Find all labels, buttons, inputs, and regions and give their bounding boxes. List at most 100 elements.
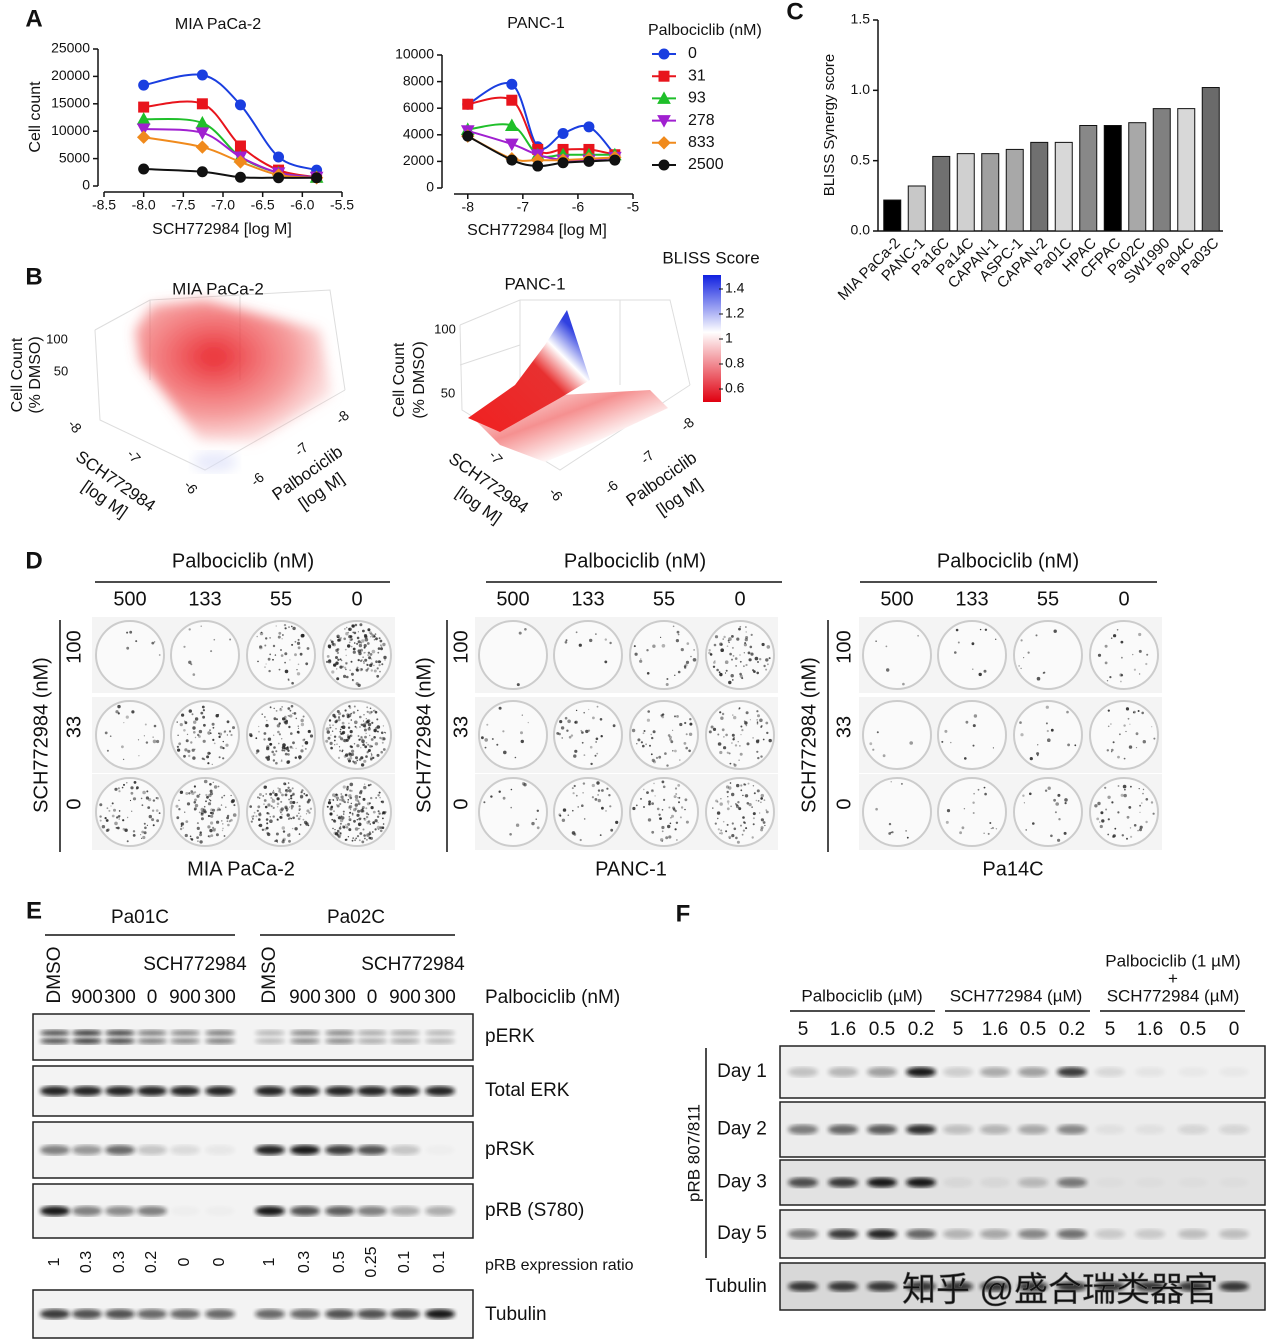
colony [357,709,359,712]
band [1219,1124,1249,1135]
colony [285,746,289,751]
lane-label: 900 [169,987,201,1008]
colony [1138,788,1140,790]
colony [338,636,340,639]
colony [212,828,216,832]
colony [267,832,271,837]
colony [151,809,155,812]
colony [567,814,570,816]
colony [636,743,638,745]
x-tick-label: -7.5 [171,197,195,213]
row-label: 0 [450,798,472,809]
colony [218,735,221,739]
colony [656,807,660,811]
colony [367,743,370,746]
colony [574,749,578,753]
colony [678,801,680,804]
colony [256,635,259,638]
colony [380,750,384,754]
colony [374,633,377,635]
colony [348,627,352,631]
colony [99,815,102,818]
legend-marker [658,159,670,171]
colony [720,648,724,652]
colony [366,802,370,806]
colony [1099,821,1101,823]
colony [259,645,263,650]
colony [689,722,693,726]
colony [197,840,199,843]
colony [909,741,913,745]
colony [293,712,297,715]
colony [647,818,652,822]
plate-well [246,700,316,770]
colony [1121,834,1125,837]
point [196,69,208,81]
colony [337,718,341,722]
colony [283,749,286,752]
colony [276,718,278,721]
point [273,151,285,163]
colony [765,658,769,662]
colony [1105,808,1108,811]
plate-well [1013,700,1083,770]
point [195,127,210,140]
colony [714,635,719,639]
colony [738,708,740,710]
colony [733,715,737,720]
colony [370,806,374,810]
colony [1151,726,1153,728]
column-label: 500 [496,588,529,610]
colony [684,808,686,811]
colony [196,794,200,798]
band [105,1145,135,1155]
colony [326,805,329,808]
colony [601,789,604,792]
colony [269,706,272,709]
colony [349,796,353,800]
band [1018,1177,1048,1188]
colony [367,727,371,731]
colony [356,759,359,762]
colony [979,628,982,631]
colony [716,668,719,672]
legend-label: 0 [688,45,697,62]
colony [222,747,225,750]
fit-curve [143,100,317,179]
z-tick-label: 50 [441,385,455,400]
colony [272,759,276,762]
band [943,1067,973,1077]
colony [745,724,748,727]
column-label: 500 [880,588,913,610]
band [170,1086,200,1096]
colony [343,800,346,803]
colony [278,733,281,736]
colony [521,782,526,786]
colony [347,822,351,826]
y-tick-label: 2000 [403,152,434,168]
band [980,1067,1010,1077]
plate-well [705,777,775,847]
colony [370,662,374,665]
colony [652,730,656,734]
colony [564,641,568,644]
colony [736,783,740,788]
legend-label: 833 [688,134,715,151]
colony [256,809,259,812]
colony [376,825,381,830]
colony [201,705,205,709]
colony [288,715,291,717]
colony [760,818,765,822]
colony [177,734,179,736]
colony [346,734,350,737]
colony [255,737,258,740]
colony [1141,711,1144,715]
x-tick-label: -7 [486,447,506,467]
colony [733,827,737,831]
colony [339,834,342,836]
band [390,1038,420,1044]
colony [339,730,342,733]
y-tick-label: 0 [426,179,434,195]
colony [564,716,568,720]
colony [345,826,349,829]
